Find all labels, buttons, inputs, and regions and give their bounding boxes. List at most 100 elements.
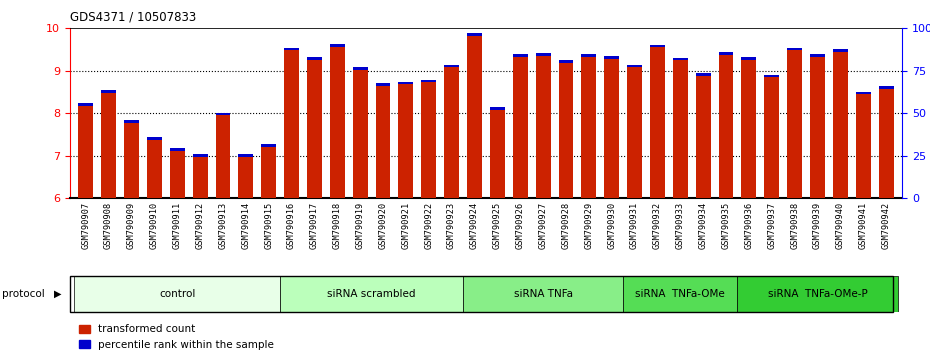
Bar — [330, 47, 345, 198]
Bar — [307, 57, 322, 60]
Bar — [285, 50, 299, 198]
Bar — [879, 86, 894, 88]
Bar — [737, 276, 897, 312]
Bar — [421, 80, 436, 82]
Text: ▶: ▶ — [54, 289, 61, 299]
Bar — [261, 147, 276, 198]
Bar — [216, 115, 231, 198]
Bar — [74, 276, 280, 312]
Bar — [147, 139, 162, 198]
Bar — [741, 57, 756, 60]
Text: siRNA  TNFa-OMe: siRNA TNFa-OMe — [635, 289, 725, 299]
Text: GSM790929: GSM790929 — [584, 202, 593, 249]
Bar — [216, 113, 231, 115]
Bar — [810, 57, 825, 198]
Bar — [78, 103, 93, 105]
Bar — [238, 156, 253, 198]
Text: control: control — [159, 289, 195, 299]
Text: GSM790935: GSM790935 — [722, 202, 731, 249]
Text: siRNA  TNFa-OMe-P: siRNA TNFa-OMe-P — [767, 289, 868, 299]
Bar — [445, 67, 459, 198]
Bar — [170, 148, 185, 151]
Bar — [764, 77, 779, 198]
Bar — [696, 73, 711, 76]
Bar — [124, 122, 139, 198]
Text: siRNA TNFa: siRNA TNFa — [513, 289, 573, 299]
Bar — [463, 276, 623, 312]
Bar — [627, 67, 642, 198]
Bar — [581, 57, 596, 198]
Text: GSM790936: GSM790936 — [744, 202, 753, 249]
Text: GSM790908: GSM790908 — [104, 202, 113, 249]
Bar — [193, 154, 207, 157]
Bar — [352, 67, 367, 70]
Bar — [421, 82, 436, 198]
Bar — [559, 60, 574, 63]
Bar — [398, 82, 413, 84]
Bar — [124, 120, 139, 122]
Text: GSM790930: GSM790930 — [607, 202, 617, 249]
Bar — [238, 154, 253, 156]
Bar — [193, 157, 207, 198]
Text: GSM790919: GSM790919 — [355, 202, 365, 249]
Text: GSM790934: GSM790934 — [698, 202, 708, 249]
Bar — [330, 45, 345, 47]
Bar — [536, 53, 551, 56]
Bar — [741, 60, 756, 198]
Bar — [467, 36, 482, 198]
Bar — [719, 55, 734, 198]
Text: protocol: protocol — [2, 289, 45, 299]
Bar — [856, 94, 870, 198]
Bar — [856, 92, 870, 94]
Bar — [604, 59, 619, 198]
Bar — [261, 144, 276, 147]
Bar — [307, 60, 322, 198]
Bar — [467, 33, 482, 36]
Text: GSM790924: GSM790924 — [470, 202, 479, 249]
Text: GSM790938: GSM790938 — [790, 202, 799, 249]
Bar — [536, 56, 551, 198]
Bar — [512, 54, 527, 57]
Text: GSM790911: GSM790911 — [173, 202, 181, 249]
Text: GSM790942: GSM790942 — [882, 202, 891, 249]
Bar — [512, 57, 527, 198]
Bar — [170, 151, 185, 198]
Bar — [376, 83, 391, 86]
Text: GSM790910: GSM790910 — [150, 202, 159, 249]
Bar — [490, 110, 505, 198]
Bar — [764, 75, 779, 77]
Bar — [833, 49, 848, 52]
Text: GSM790917: GSM790917 — [310, 202, 319, 249]
Bar — [810, 54, 825, 57]
Text: GSM790941: GSM790941 — [858, 202, 868, 249]
Text: GSM790926: GSM790926 — [516, 202, 525, 249]
Text: GSM790907: GSM790907 — [81, 202, 90, 249]
Text: GSM790939: GSM790939 — [813, 202, 822, 249]
Bar — [833, 52, 848, 198]
Text: GSM790940: GSM790940 — [836, 202, 844, 249]
Bar — [627, 65, 642, 67]
Bar — [719, 52, 734, 55]
Bar — [376, 86, 391, 198]
Bar — [787, 48, 802, 50]
Bar — [650, 47, 665, 198]
Text: GSM790909: GSM790909 — [127, 202, 136, 249]
Text: GSM790918: GSM790918 — [333, 202, 342, 249]
Text: GSM790920: GSM790920 — [379, 202, 388, 249]
Text: GSM790913: GSM790913 — [219, 202, 228, 249]
Bar — [490, 107, 505, 110]
Bar — [101, 93, 116, 198]
Text: GSM790928: GSM790928 — [562, 202, 570, 249]
Bar — [673, 60, 687, 198]
Bar — [787, 50, 802, 198]
Bar — [280, 276, 463, 312]
Bar — [604, 56, 619, 59]
Bar — [78, 105, 93, 198]
Bar — [673, 58, 687, 60]
Bar — [352, 70, 367, 198]
Text: GSM790932: GSM790932 — [653, 202, 662, 249]
Text: GSM790916: GSM790916 — [287, 202, 296, 249]
Bar — [559, 63, 574, 198]
Bar — [147, 137, 162, 139]
Text: GSM790931: GSM790931 — [630, 202, 639, 249]
